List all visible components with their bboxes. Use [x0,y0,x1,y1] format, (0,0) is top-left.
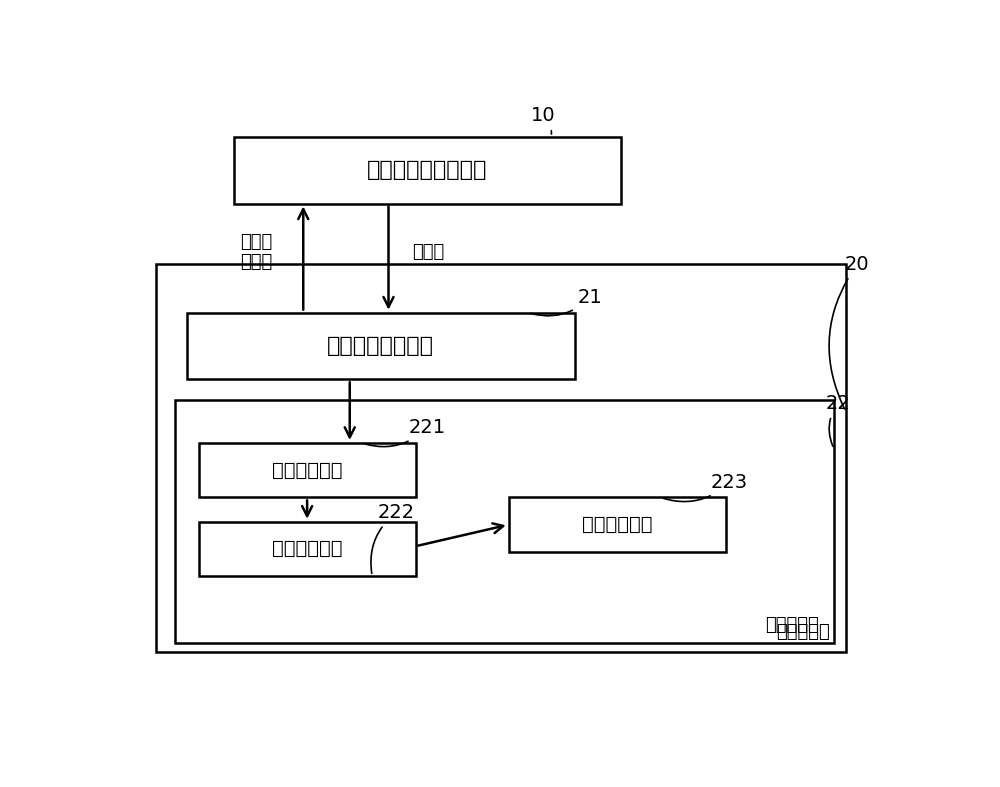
Bar [199,443,416,497]
Text: 被测对象的体表皮肤: 被测对象的体表皮肤 [367,161,487,180]
Text: 第三计算模块: 第三计算模块 [582,515,652,534]
Bar [175,401,834,643]
Bar [234,137,621,204]
Text: 21: 21 [531,288,602,316]
Text: 第一计算模块: 第一计算模块 [272,460,342,479]
Bar [199,522,416,576]
Text: 20: 20 [829,255,870,409]
Text: 223: 223 [663,473,748,501]
Text: 反射光: 反射光 [412,243,444,261]
Text: 第二计算模块: 第二计算模块 [272,539,342,559]
Text: 嵌入式系统: 嵌入式系统 [765,615,819,634]
Text: 222: 222 [371,503,415,574]
Bar [509,497,726,552]
Text: 便携式设备: 便携式设备 [776,623,830,641]
Bar [156,264,846,652]
Text: 10: 10 [531,106,556,134]
Text: 22: 22 [826,394,850,446]
Text: 光发射和接收模块: 光发射和接收模块 [327,336,434,356]
Bar [187,312,574,379]
Text: 测量光
校准光: 测量光 校准光 [240,233,272,272]
Text: 221: 221 [364,418,446,447]
